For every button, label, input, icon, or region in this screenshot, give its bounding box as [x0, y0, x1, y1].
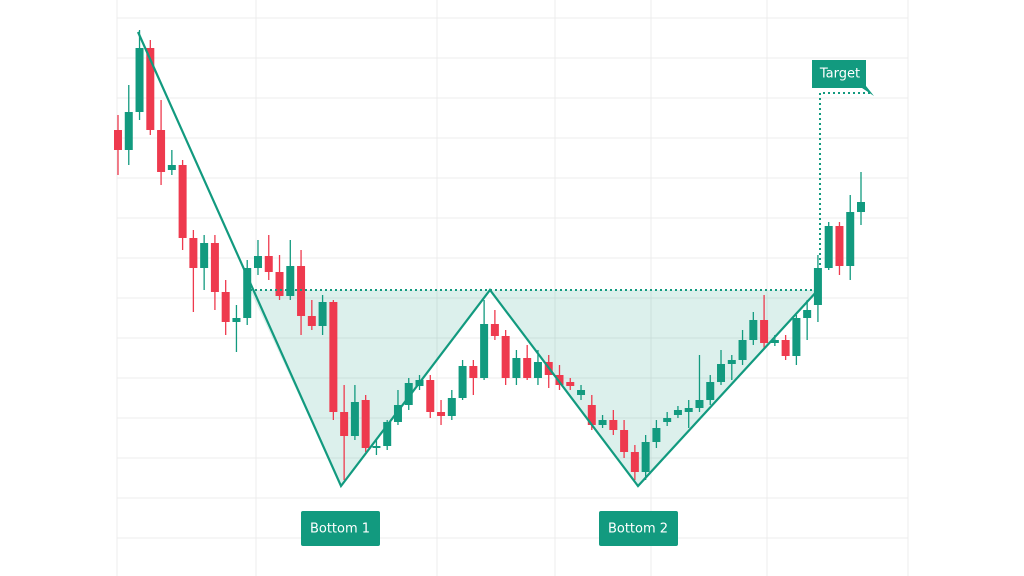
candle-body	[318, 302, 327, 326]
candle-body	[286, 266, 295, 296]
candle-body	[264, 256, 273, 272]
candle-body	[275, 272, 284, 296]
candle-body	[566, 382, 575, 386]
candle-body	[458, 366, 467, 398]
candle-body	[393, 405, 402, 422]
candle-body	[770, 340, 779, 343]
candle-body	[760, 320, 769, 343]
candle-body	[361, 400, 370, 448]
candle-body	[210, 243, 219, 292]
annotation: Bottom 2	[608, 522, 668, 537]
candle-body	[426, 380, 435, 412]
candle-body	[490, 324, 499, 336]
candle-body	[824, 226, 833, 268]
label-box	[599, 511, 678, 546]
candle-body	[835, 226, 844, 266]
candle-body	[350, 402, 359, 436]
candle-body	[587, 405, 596, 425]
candle-body	[221, 292, 230, 322]
candle-body	[124, 112, 133, 150]
candle-body	[523, 358, 532, 378]
candle-body	[157, 130, 166, 172]
candle-body	[383, 422, 392, 446]
candle-body	[178, 165, 187, 238]
grid	[116, 0, 909, 576]
candle-body	[437, 412, 446, 416]
candle-body	[146, 48, 155, 130]
candle-body	[813, 268, 822, 305]
candle-body	[189, 238, 198, 268]
candle-body	[673, 410, 682, 415]
candle-body	[717, 364, 726, 382]
candle-body	[803, 310, 812, 318]
candle-body	[555, 375, 564, 385]
candle-body	[577, 390, 586, 395]
candle-body	[480, 324, 489, 378]
annotation: Bottom 1	[310, 522, 370, 537]
candle-body	[307, 316, 316, 326]
candle-body	[512, 358, 521, 378]
candle-body	[630, 452, 639, 472]
candle-body	[663, 418, 672, 422]
candle-body	[253, 256, 262, 268]
candle-body	[727, 360, 736, 364]
candle-body	[372, 446, 381, 448]
candle-body	[329, 302, 338, 412]
candle-body	[792, 318, 801, 356]
candle-body	[598, 420, 607, 425]
candle-body	[114, 130, 122, 150]
pattern-fill	[250, 290, 818, 486]
candle-body	[200, 243, 209, 268]
candle-body	[469, 366, 478, 378]
candle-body	[609, 420, 618, 430]
candle-body	[167, 165, 176, 170]
candle-body	[404, 383, 413, 405]
candle-body	[501, 336, 510, 378]
candle-body	[232, 318, 241, 322]
candle-body	[684, 408, 693, 412]
candle-body	[243, 268, 252, 318]
candle-body	[738, 340, 747, 360]
candle-body	[749, 320, 758, 340]
candle-body	[695, 400, 704, 408]
candle-body	[135, 48, 144, 112]
candle-body	[846, 212, 855, 266]
candle-body	[447, 398, 456, 416]
candle-body	[652, 428, 661, 442]
candle-body	[641, 442, 650, 472]
candle-body	[620, 430, 629, 452]
label-box	[301, 511, 380, 546]
candle-body	[857, 202, 865, 212]
candle-body	[533, 362, 542, 378]
candle-body	[706, 382, 715, 400]
candle-body	[781, 340, 790, 356]
annotation: Target	[819, 67, 860, 82]
target-line	[819, 92, 872, 290]
label-box	[812, 60, 874, 96]
candle-body	[340, 412, 349, 436]
